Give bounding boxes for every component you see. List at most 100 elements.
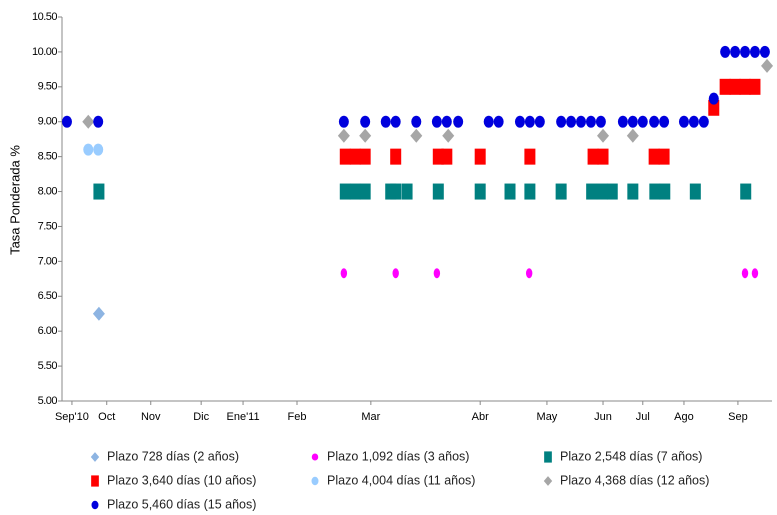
point [474,148,486,165]
point [433,268,441,279]
y-tick-label: 5.50 [38,360,58,372]
point [556,115,567,128]
legend-marker [91,500,99,510]
point [82,114,95,129]
legend-label: Plazo 2,548 días (7 años) [560,449,702,463]
point [432,148,444,165]
point [708,99,720,116]
point [534,115,545,128]
point [441,115,452,128]
point [474,183,486,200]
legend-marker [543,476,553,486]
point [431,115,442,128]
legend-marker [90,452,100,462]
point [360,115,371,128]
point [493,115,504,128]
legend-label: Plazo 3,640 días (10 años) [107,473,256,487]
legend-label: Plazo 4,368 días (12 años) [560,473,709,487]
point [337,128,350,143]
point [392,268,399,279]
point [359,128,372,143]
point [719,78,731,95]
point [698,115,709,128]
point [649,115,660,128]
point [339,183,351,200]
point [339,148,351,165]
y-tick-label: 10.50 [32,11,57,23]
y-tick-label: 9.00 [38,116,58,128]
x-tick-label: Jul [636,411,650,423]
point [729,78,741,95]
point [524,148,536,165]
point [359,183,371,200]
x-tick-label: Jun [594,411,612,423]
point [596,183,608,200]
x-tick-label: Ene'11 [227,411,260,423]
legend-marker [311,453,319,461]
point [595,115,606,128]
point [390,148,402,165]
x-tick-label: Dic [193,411,209,423]
point [349,183,361,200]
y-tick-label: 6.50 [38,290,58,302]
point [524,115,535,128]
y-tick-label: 7.50 [38,220,58,232]
x-tick-label: Abr [472,411,489,423]
x-tick-label: Sep'10 [55,411,89,423]
point [720,45,731,58]
y-tick-label: 9.50 [38,81,58,93]
point [432,183,444,200]
point [93,143,104,156]
point [93,183,105,200]
y-tick-label: 7.00 [38,255,58,267]
point [401,183,413,200]
point [741,268,749,279]
point [514,115,525,128]
x-tick-label: Sep [728,411,748,423]
point [453,115,464,128]
point [504,183,516,200]
x-tick-label: Ago [674,411,694,423]
legend-marker [311,476,319,486]
point [627,183,639,200]
point [740,45,751,58]
point [688,115,699,128]
point [340,268,348,279]
x-tick-label: Oct [98,411,115,423]
point [658,148,670,165]
legend-label: Plazo 5,460 días (15 años) [107,497,256,511]
point [659,183,671,200]
legend-label: Plazo 1,092 días (3 años) [327,449,469,463]
point [93,115,104,128]
point [648,148,660,165]
y-axis-title: Tasa Ponderada % [7,145,22,255]
point [524,183,536,200]
point [555,183,567,200]
point [659,115,670,128]
point [410,128,423,143]
x-tick-label: May [537,411,558,423]
y-tick-label: 6.00 [38,325,58,337]
point [597,148,609,165]
point [380,115,391,128]
legend-label: Plazo 4,004 días (11 años) [327,473,475,487]
legend-marker [91,475,99,487]
point [678,115,689,128]
point [759,45,770,58]
point [730,45,741,58]
y-tick-label: 10.00 [32,46,57,58]
point [586,183,598,200]
y-tick-label: 8.00 [38,185,58,197]
point [349,148,361,165]
point [585,115,596,128]
point [359,148,371,165]
x-tick-label: Feb [288,411,307,423]
point [92,306,105,321]
point [626,128,639,143]
point [442,128,455,143]
x-tick-label: Mar [361,411,380,423]
point [338,115,349,128]
point [708,92,719,105]
point [749,45,760,58]
point [525,268,533,279]
